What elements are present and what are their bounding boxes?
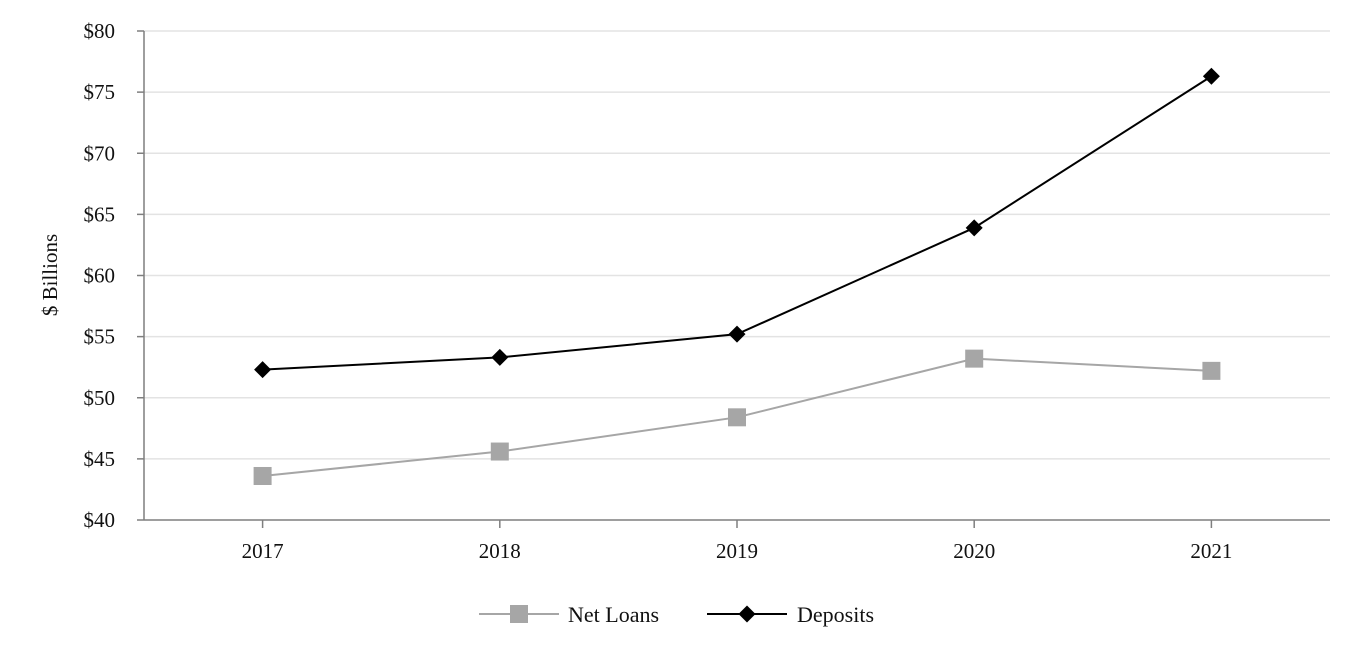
y-tick-label: $60 [84,264,116,288]
y-axis-ticks: $40 $45 $50 $55 $60 $65 $70 $75 $80 [84,19,144,532]
x-tick-label: 2021 [1190,539,1232,563]
legend-label: Deposits [797,602,874,627]
y-tick-label: $45 [84,447,116,471]
legend-item-net-loans: Net Loans [479,602,659,627]
data-point-net-loans [490,442,509,461]
legend: Net Loans Deposits [479,602,874,627]
legend-item-deposits: Deposits [707,602,874,627]
x-axis-ticks: 2017 2018 2019 2020 2021 [242,520,1232,563]
legend-marker [510,605,528,623]
data-point-deposits [491,348,509,366]
y-axis-title: $ Billions [38,234,62,316]
series-net-loans [253,349,1221,485]
x-tick-label: 2017 [242,539,284,563]
y-tick-label: $75 [84,80,116,104]
data-point-net-loans [253,466,272,485]
x-tick-label: 2019 [716,539,758,563]
y-tick-label: $70 [84,141,116,165]
data-point-net-loans [728,408,746,427]
gridlines [144,30,1330,460]
data-point-deposits [965,219,983,237]
y-tick-label: $40 [84,508,116,532]
y-tick-label: $55 [84,325,116,349]
y-tick-label: $50 [84,386,116,410]
data-point-deposits [728,325,746,343]
data-point-net-loans [965,349,984,368]
y-tick-label: $80 [84,19,116,43]
data-point-deposits [254,361,272,379]
data-point-deposits [1202,67,1220,85]
legend-label: Net Loans [568,602,659,627]
y-tick-label: $65 [84,202,116,226]
series-line-deposits [262,75,1212,371]
data-point-net-loans [1202,361,1221,380]
legend-marker [738,605,756,623]
series-deposits [254,67,1220,379]
x-tick-label: 2020 [953,539,995,563]
series-layer [253,67,1221,485]
x-tick-label: 2018 [479,539,521,563]
